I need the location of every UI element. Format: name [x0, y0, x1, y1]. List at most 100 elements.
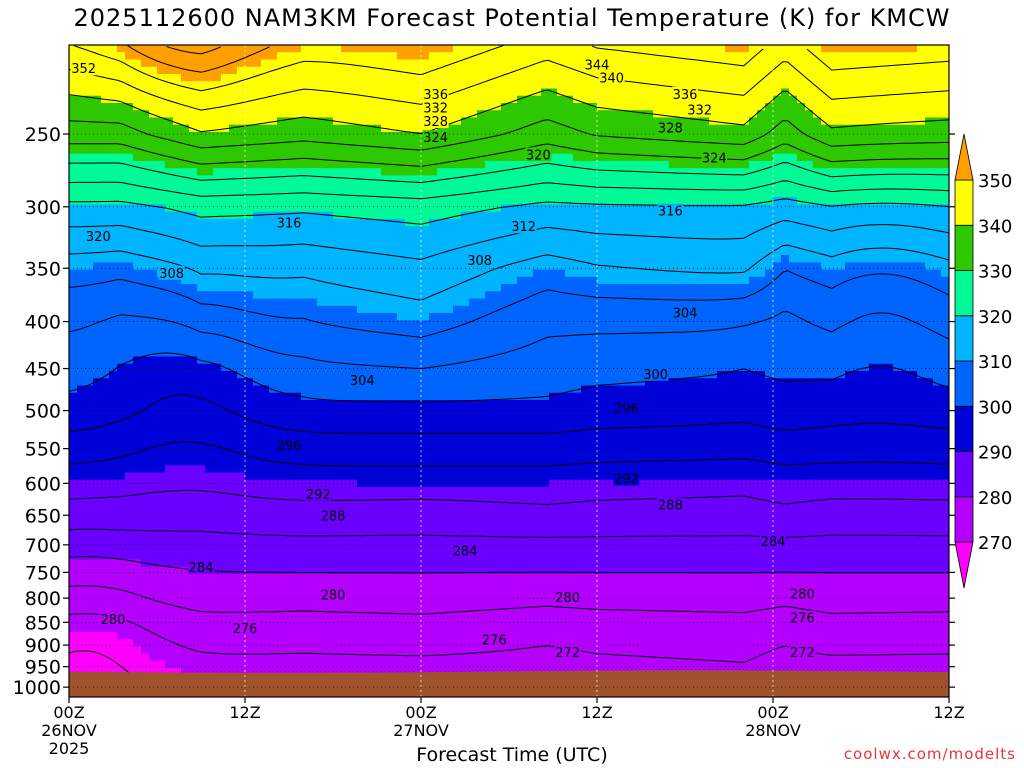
- field-cell: [245, 631, 254, 640]
- field-cell: [197, 450, 206, 459]
- field-cell: [317, 566, 326, 575]
- field-cell: [405, 269, 414, 278]
- field-cell: [277, 530, 286, 539]
- field-cell: [109, 588, 118, 597]
- field-cell: [397, 182, 406, 191]
- field-cell: [405, 566, 414, 575]
- field-cell: [405, 197, 414, 205]
- field-cell: [413, 305, 422, 314]
- field-cell: [221, 276, 230, 285]
- field-cell: [413, 160, 422, 169]
- field-cell: [165, 110, 174, 119]
- field-cell: [501, 457, 510, 466]
- field-cell: [213, 421, 222, 430]
- field-cell: [469, 508, 478, 517]
- field-cell: [133, 276, 142, 285]
- field-cell: [117, 472, 126, 481]
- field-cell: [485, 291, 494, 300]
- field-cell: [325, 73, 334, 82]
- field-cell: [485, 189, 494, 198]
- field-cell: [189, 204, 198, 213]
- field-cell: [477, 334, 486, 343]
- field-cell: [365, 639, 374, 647]
- field-cell: [125, 363, 134, 372]
- field-cell: [453, 472, 462, 481]
- field-cell: [421, 653, 430, 662]
- field-cell: [397, 320, 406, 329]
- field-cell: [437, 392, 446, 401]
- field-cell: [397, 436, 406, 445]
- field-cell: [413, 465, 422, 474]
- field-cell: [213, 233, 222, 242]
- field-cell: [261, 371, 270, 379]
- field-cell: [373, 523, 382, 531]
- field-cell: [373, 284, 382, 292]
- field-cell: [381, 146, 390, 155]
- field-cell: [341, 226, 350, 234]
- field-cell: [109, 450, 118, 459]
- field-cell: [245, 298, 254, 307]
- field-cell: [317, 52, 326, 61]
- field-cell: [389, 450, 398, 459]
- field-cell: [157, 356, 166, 365]
- field-cell: [189, 197, 198, 205]
- field-cell: [205, 457, 214, 466]
- field-cell: [365, 544, 374, 553]
- field-cell: [285, 624, 294, 633]
- field-cell: [197, 52, 206, 61]
- field-cell: [429, 530, 438, 539]
- field-cell: [237, 559, 246, 568]
- field-cell: [149, 450, 158, 459]
- field-cell: [389, 515, 398, 524]
- field-cell: [381, 269, 390, 278]
- field-cell: [445, 356, 454, 365]
- field-cell: [133, 653, 142, 662]
- field-cell: [109, 552, 118, 560]
- field-cell: [245, 81, 254, 90]
- field-cell: [245, 313, 254, 321]
- field-cell: [397, 276, 406, 285]
- field-cell: [149, 124, 158, 133]
- field-cell: [477, 291, 486, 300]
- field-cell: [485, 117, 494, 126]
- field-cell: [389, 653, 398, 662]
- field-cell: [309, 146, 318, 155]
- field-cell: [189, 639, 198, 647]
- field-cell: [453, 371, 462, 379]
- field-cell: [221, 508, 230, 517]
- field-cell: [333, 414, 342, 423]
- field-cell: [293, 486, 302, 495]
- field-cell: [301, 73, 310, 82]
- field-cell: [333, 276, 342, 285]
- field-cell: [181, 182, 190, 191]
- field-cell: [149, 602, 158, 611]
- field-cell: [165, 494, 174, 502]
- field-cell: [365, 508, 374, 517]
- field-cell: [333, 240, 342, 249]
- field-cell: [157, 313, 166, 321]
- field-cell: [253, 276, 262, 285]
- field-cell: [493, 588, 502, 597]
- field-cell: [389, 88, 398, 97]
- field-cell: [501, 247, 510, 256]
- field-cell: [309, 262, 318, 271]
- field-cell: [317, 523, 326, 531]
- field-cell: [165, 139, 174, 148]
- field-cell: [373, 349, 382, 358]
- field-cell: [85, 102, 94, 111]
- field-cell: [253, 269, 262, 278]
- field-cell: [421, 153, 430, 162]
- field-cell: [189, 573, 198, 582]
- field-cell: [429, 544, 438, 553]
- field-cell: [389, 407, 398, 416]
- field-cell: [173, 110, 182, 119]
- field-cell: [429, 189, 438, 198]
- field-cell: [509, 305, 518, 314]
- field-cell: [365, 631, 374, 640]
- field-cell: [485, 581, 494, 589]
- field-cell: [133, 305, 142, 314]
- field-cell: [373, 88, 382, 97]
- field-cell: [317, 421, 326, 430]
- field-cell: [277, 131, 286, 140]
- field-cell: [93, 486, 102, 495]
